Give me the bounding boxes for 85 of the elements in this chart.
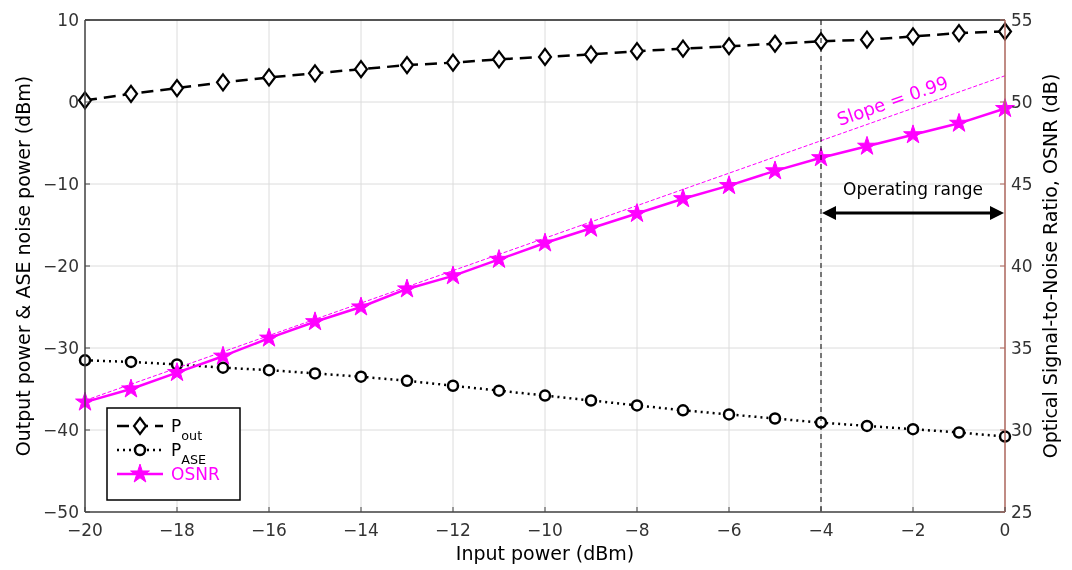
point: [492, 384, 506, 397]
point: [627, 203, 647, 223]
x-tick-label: −10: [527, 520, 563, 540]
point: [169, 78, 185, 98]
point: [768, 412, 782, 425]
point: [489, 249, 509, 268]
point: [765, 160, 785, 180]
point: [305, 311, 325, 331]
y-tick-label: −10: [43, 174, 79, 194]
point: [261, 68, 277, 87]
point: [167, 362, 187, 382]
x-axis-title: Input power (dBm): [455, 542, 635, 564]
point: [629, 42, 645, 61]
point: [307, 64, 323, 83]
y-tick-label: −50: [43, 502, 79, 522]
y2-tick-label: 25: [1011, 502, 1033, 522]
point: [951, 24, 967, 43]
point: [446, 379, 460, 392]
point: [216, 361, 230, 374]
point: [308, 367, 322, 380]
x-tick-label: −14: [343, 520, 379, 540]
legend-label: P$_{ASE}$: [171, 440, 207, 467]
point: [443, 265, 463, 285]
x-tick-label: −4: [808, 520, 834, 540]
point: [583, 45, 599, 64]
y-tick-label: −30: [43, 338, 79, 358]
y-tick-label: 10: [57, 10, 79, 30]
point: [767, 34, 783, 53]
point: [445, 53, 461, 72]
point: [537, 47, 553, 66]
y2-tick-label: 55: [1011, 10, 1033, 30]
y-tick-label: 0: [68, 92, 79, 112]
point: [397, 278, 417, 298]
point: [124, 355, 138, 369]
point: [262, 363, 276, 377]
x-tick-label: 0: [999, 520, 1011, 540]
point: [857, 135, 877, 155]
y2-tick-label: 30: [1011, 420, 1033, 440]
point: [215, 73, 231, 92]
point: [123, 84, 139, 103]
y2-tick-label: 35: [1011, 338, 1033, 358]
point: [584, 394, 598, 407]
point: [675, 39, 691, 58]
point: [906, 422, 920, 436]
y2-axis-title: Optical Signal-to-Noise Ratio, OSNR (dB): [1039, 73, 1061, 459]
point: [630, 399, 644, 412]
point: [351, 296, 371, 316]
annotation: Operating range: [843, 179, 983, 199]
point: [535, 232, 555, 252]
y2-tick-label: 50: [1011, 92, 1033, 112]
y-tick-label: −40: [43, 420, 79, 440]
y-tick-label: −20: [43, 256, 79, 276]
point: [903, 124, 923, 144]
x-tick-label: −12: [435, 520, 471, 540]
x-tick-label: −18: [159, 520, 195, 540]
point: [538, 389, 552, 402]
point: [721, 37, 737, 56]
point: [676, 404, 690, 417]
x-tick-label: −16: [251, 520, 287, 540]
x-tick-label: −6: [716, 520, 742, 540]
legend-label: OSNR: [171, 464, 220, 484]
point: [860, 419, 874, 433]
point: [354, 370, 368, 383]
legend-label: P$_{out}$: [171, 416, 203, 443]
point: [952, 426, 966, 439]
point: [353, 60, 369, 79]
point: [949, 112, 969, 132]
y-axis-title: Output power & ASE noise power (dBm): [12, 75, 34, 457]
point: [673, 188, 693, 208]
point: [491, 50, 507, 69]
point: [213, 345, 233, 365]
point: [722, 408, 736, 421]
point: [399, 56, 415, 75]
point: [400, 374, 414, 388]
x-tick-label: −8: [624, 520, 650, 540]
y2-tick-label: 40: [1011, 256, 1033, 276]
point: [259, 327, 279, 347]
y2-tick-label: 45: [1011, 174, 1033, 194]
point: [121, 378, 141, 398]
x-tick-label: −2: [900, 520, 926, 540]
point: [719, 175, 739, 195]
point: [905, 27, 921, 46]
annotation: Slope = 0.99: [833, 71, 951, 130]
point: [581, 217, 601, 237]
point: [859, 30, 875, 49]
